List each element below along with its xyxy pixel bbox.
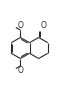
Text: O: O [17,21,23,30]
Text: O: O [17,66,23,75]
Text: O: O [41,21,47,30]
